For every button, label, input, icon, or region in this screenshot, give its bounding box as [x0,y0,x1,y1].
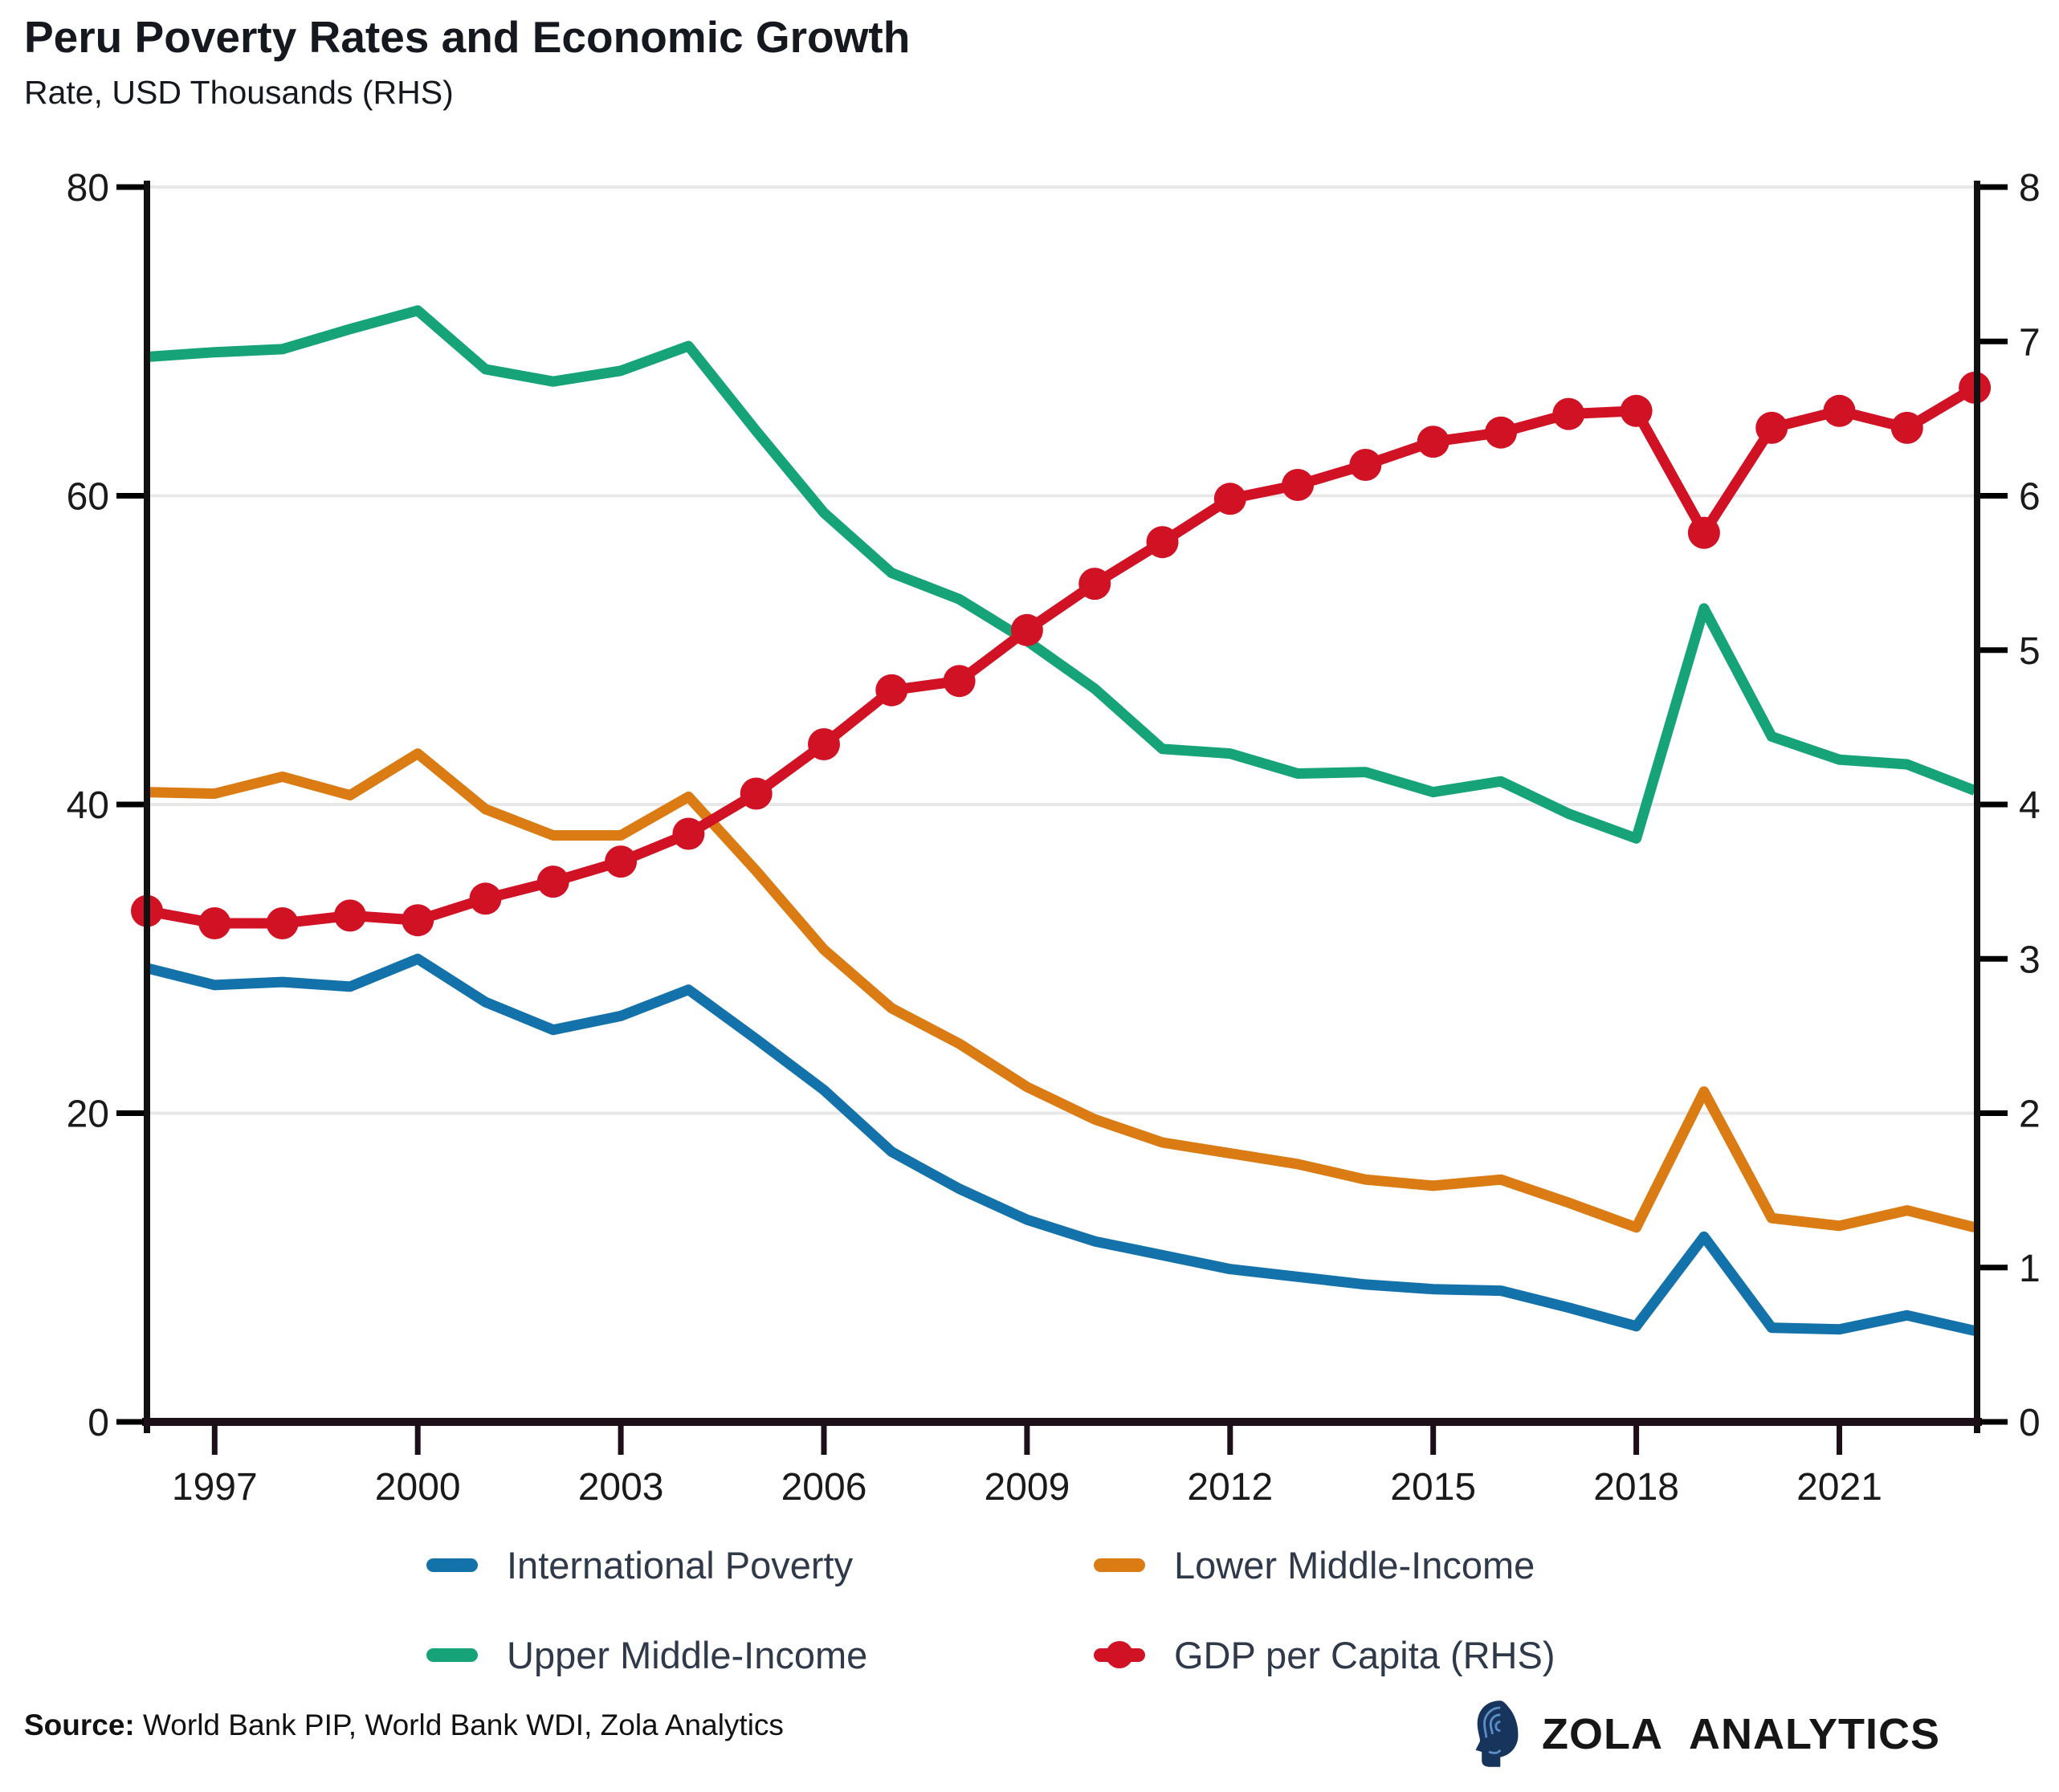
x-axis-tick-label: 2018 [1593,1466,1679,1509]
series-line-gdp-per-capita-rhs [145,383,1978,929]
legend-swatch [1094,1558,1145,1572]
series-marker-gdp-per-capita-rhs [1755,411,1788,444]
x-axis-tick-label: 2009 [985,1466,1070,1509]
y-axis-right-spine [1974,181,1980,1433]
chart-legend: International Poverty Lower Middle-Income… [426,1540,1555,1680]
x-axis-tick-label: 2012 [1187,1466,1273,1509]
series-marker-gdp-per-capita-rhs [1417,426,1449,458]
legend-label: Upper Middle-Income [507,1633,868,1676]
y-axis-right-tick-label: 1 [2019,1248,2041,1290]
series-marker-gdp-per-capita-rhs [402,904,434,937]
series-line-international-poverty [145,953,1976,1336]
axis-units-subtitle: Rate, USD Thousands (RHS) [24,74,454,111]
series-marker-gdp-per-capita-rhs [266,907,299,939]
series-line-upper-middle-income [146,305,1977,844]
x-axis-tick-label: 2006 [781,1466,867,1509]
x-axis-tick-label: 1997 [172,1466,258,1509]
y-axis-right-tick-label: 3 [2019,939,2041,981]
y-axis-right-tick-label: 0 [2019,1402,2041,1444]
series-marker-gdp-per-capita-rhs [875,674,908,707]
series-marker-gdp-per-capita-rhs [198,907,231,939]
series-marker-gdp-per-capita-rhs [1890,411,1923,444]
series-marker-gdp-per-capita-rhs [808,728,840,760]
series-marker-gdp-per-capita-rhs [536,865,569,898]
legend-item-upper-middle-income: Upper Middle-Income [426,1630,1094,1680]
y-axis-left-tick-label: 80 [67,167,109,210]
series-marker-gdp-per-capita-rhs [1687,516,1720,549]
legend-item-gdp-per-capita-rhs-: GDP per Capita (RHS) [1094,1630,1555,1680]
series-marker-gdp-per-capita-rhs [605,845,638,878]
y-axis-right-tick-label: 6 [2019,476,2041,519]
legend-swatch [1094,1641,1145,1668]
legend-swatch-marker-dot [1106,1641,1133,1668]
y-axis-left-spine [144,181,150,1433]
y-axis-right-tick-label: 2 [2019,1094,2041,1136]
x-axis-tick-label: 2015 [1390,1466,1476,1509]
y-axis-right-tick-label: 5 [2019,630,2041,673]
brand-lockup: ZOLA ANALYTICS [1471,1692,1940,1776]
zola-head-logo-icon [1475,1700,1519,1767]
legend-item-international-poverty: International Poverty [426,1540,1094,1590]
legend-swatch [426,1558,478,1572]
series-marker-gdp-per-capita-rhs [1349,449,1382,481]
x-axis-tick-label: 2003 [578,1466,664,1509]
series-marker-gdp-per-capita-rhs [1078,568,1111,601]
series-marker-gdp-per-capita-rhs [333,899,366,932]
series-marker-gdp-per-capita-rhs [1282,469,1315,501]
brand-name: ZOLA ANALYTICS [1542,1710,1941,1758]
x-axis-tick-label: 2000 [375,1466,461,1509]
page-title: Peru Poverty Rates and Economic Growth [24,12,911,62]
series-marker-gdp-per-capita-rhs [1485,416,1517,449]
series-marker-gdp-per-capita-rhs [469,882,502,915]
series-marker-gdp-per-capita-rhs [740,777,773,810]
source-text: World Bank PIP, World Bank WDI, Zola Ana… [134,1709,784,1741]
series-marker-gdp-per-capita-rhs [1823,394,1856,427]
y-axis-right-tick-label: 8 [2019,167,2041,210]
y-axis-left-tick-label: 20 [67,1094,109,1136]
x-axis-tick-label: 2021 [1796,1466,1882,1509]
series-line-lower-middle-income [146,748,1976,1233]
legend-item-lower-middle-income: Lower Middle-Income [1094,1540,1555,1590]
series-marker-gdp-per-capita-rhs [1552,397,1585,430]
series-marker-gdp-per-capita-rhs [1213,483,1246,515]
series-marker-gdp-per-capita-rhs [1620,394,1653,427]
series-marker-gdp-per-capita-rhs [672,817,705,850]
y-axis-left-tick-label: 40 [67,784,109,827]
y-axis-left-tick-label: 60 [67,476,109,519]
y-axis-left-tick-label: 0 [88,1402,109,1444]
legend-label: Lower Middle-Income [1174,1543,1535,1586]
y-axis-right-tick-label: 4 [2019,784,2041,827]
source-note: Source: World Bank PIP, World Bank WDI, … [24,1709,784,1742]
legend-label: International Poverty [507,1543,854,1586]
series-marker-gdp-per-capita-rhs [1010,613,1043,646]
y-axis-right-tick-label: 7 [2019,321,2041,364]
series-marker-gdp-per-capita-rhs [1146,526,1179,559]
legend-swatch [426,1647,478,1662]
legend-label: GDP per Capita (RHS) [1174,1633,1555,1676]
series-marker-gdp-per-capita-rhs [943,665,976,698]
x-axis-spine [142,1418,1982,1426]
source-label: Source: [24,1709,135,1741]
